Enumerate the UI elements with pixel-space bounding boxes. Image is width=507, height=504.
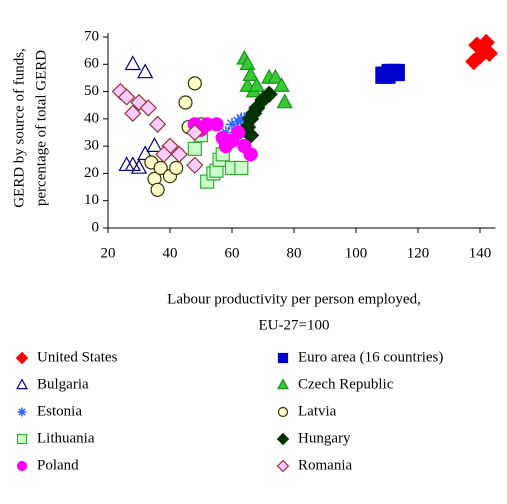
point — [124, 55, 141, 71]
point — [178, 95, 193, 110]
y-tick-label: 0 — [92, 219, 100, 235]
y-tick-label: 50 — [84, 83, 99, 99]
point — [16, 378, 28, 390]
point — [243, 147, 258, 162]
point — [239, 55, 256, 71]
legend-label: Czech Republic — [298, 376, 394, 392]
point — [187, 76, 202, 91]
point — [276, 432, 290, 446]
point — [260, 85, 278, 103]
point — [117, 88, 136, 106]
point — [209, 117, 224, 132]
x-tick-label: 100 — [345, 245, 368, 261]
point — [277, 406, 289, 418]
point — [267, 68, 284, 84]
legend-label: Latvia — [298, 403, 337, 419]
point — [150, 182, 165, 197]
legend-label: Hungary — [298, 430, 351, 446]
y-tick-label: 30 — [84, 138, 99, 154]
point — [480, 44, 498, 63]
point — [276, 459, 290, 473]
legend-label: Lithuania — [37, 430, 95, 446]
point — [169, 160, 184, 176]
y-tick-label: 20 — [84, 165, 99, 181]
legend-label: Romania — [298, 457, 352, 473]
y-tick-label: 10 — [84, 192, 99, 208]
point — [218, 139, 233, 154]
y-axis-label: GERD by source of funds, — [11, 48, 27, 208]
point — [234, 160, 249, 176]
legend-label: Bulgaria — [37, 376, 89, 392]
point — [186, 123, 204, 142]
x-tick-label: 140 — [469, 245, 492, 261]
point — [471, 47, 489, 65]
point — [387, 63, 405, 82]
y-axis-label: percentage of total GERD — [33, 50, 49, 206]
x-axis-label: Labour productivity per person employed, — [167, 291, 421, 307]
x-tick-label: 80 — [287, 245, 302, 261]
legend-label: Euro area (16 countries) — [298, 349, 443, 365]
point — [139, 99, 157, 117]
point — [273, 77, 290, 92]
point — [186, 156, 204, 174]
x-tick-label: 120 — [407, 245, 430, 261]
point — [148, 115, 167, 133]
point — [153, 160, 168, 176]
y-tick-label: 60 — [84, 56, 99, 72]
x-tick-label: 40 — [163, 245, 178, 261]
point — [146, 137, 163, 152]
point — [242, 66, 259, 82]
x-tick-label: 60 — [225, 245, 240, 261]
point — [16, 460, 28, 472]
point — [231, 125, 246, 140]
y-tick-label: 40 — [84, 110, 99, 126]
point — [137, 63, 154, 79]
point — [248, 77, 265, 92]
point — [155, 145, 173, 163]
point — [124, 104, 142, 123]
point — [277, 378, 289, 390]
x-axis-label: EU-27=100 — [259, 317, 330, 333]
point — [130, 158, 148, 174]
legend-label: United States — [37, 349, 118, 365]
point — [17, 407, 27, 417]
legend-label: Estonia — [37, 403, 82, 419]
y-tick-label: 70 — [84, 28, 99, 44]
point — [225, 117, 239, 131]
point — [15, 351, 29, 365]
point — [276, 93, 293, 109]
point — [277, 352, 289, 364]
point — [187, 141, 202, 156]
point — [170, 145, 188, 163]
x-tick-label: 20 — [101, 245, 116, 261]
point — [16, 433, 28, 445]
legend-label: Poland — [37, 457, 79, 473]
